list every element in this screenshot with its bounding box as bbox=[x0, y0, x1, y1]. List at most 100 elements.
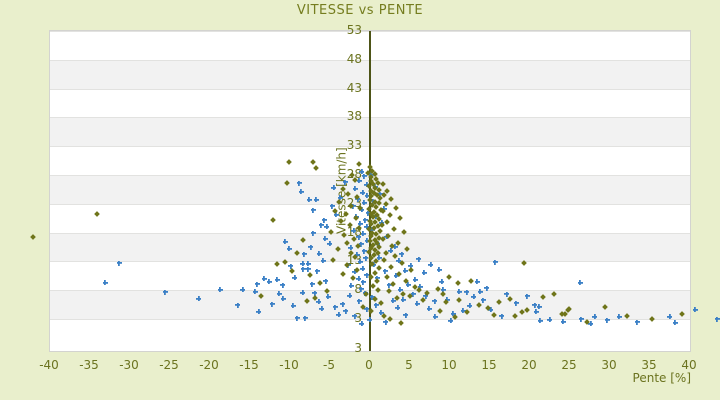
scatter-point bbox=[533, 309, 539, 315]
scatter-point bbox=[266, 279, 272, 285]
scatter-point bbox=[588, 321, 594, 327]
scatter-point bbox=[412, 276, 418, 282]
chart-title: VITESSE vs PENTE bbox=[296, 3, 424, 18]
scatter-point bbox=[346, 221, 353, 228]
scatter-point bbox=[352, 269, 358, 275]
scatter-point bbox=[623, 313, 630, 320]
scatter-point bbox=[362, 217, 368, 223]
scatter-point bbox=[347, 293, 353, 299]
scatter-point bbox=[317, 280, 324, 287]
scatter-point bbox=[305, 261, 311, 267]
scatter-point bbox=[604, 317, 610, 323]
y-tick-label: 33 bbox=[346, 138, 362, 153]
scatter-point bbox=[269, 301, 275, 307]
scatter-point bbox=[303, 298, 310, 305]
scatter-point bbox=[377, 191, 383, 197]
scatter-point bbox=[455, 297, 462, 303]
scatter-point bbox=[492, 259, 498, 265]
scatter-point bbox=[361, 200, 367, 206]
scatter-point bbox=[290, 303, 296, 309]
y-axis-min-label: 3 bbox=[354, 341, 362, 355]
scatter-point bbox=[385, 232, 392, 239]
scatter-point bbox=[578, 316, 584, 322]
x-tick-label: 30 bbox=[601, 358, 617, 372]
x-tick-label: 5 bbox=[405, 358, 413, 372]
scatter-point bbox=[356, 178, 362, 184]
scatter-point bbox=[396, 270, 403, 277]
scatter-point bbox=[116, 260, 122, 266]
scatter-point bbox=[355, 196, 361, 202]
scatter-point bbox=[446, 273, 452, 280]
scatter-point bbox=[374, 275, 380, 281]
scatter-point bbox=[301, 251, 307, 257]
scatter-point bbox=[388, 248, 394, 254]
scatter-point bbox=[602, 304, 608, 310]
scatter-point bbox=[256, 309, 262, 315]
scatter-point bbox=[403, 312, 409, 318]
scatter-point bbox=[332, 304, 338, 310]
scatter-point bbox=[692, 307, 698, 313]
scatter-point bbox=[356, 276, 362, 282]
scatter-point bbox=[162, 289, 168, 295]
scatter-point bbox=[217, 287, 223, 293]
scatter-point bbox=[324, 288, 331, 294]
scatter-point bbox=[402, 268, 408, 274]
scatter-point bbox=[336, 312, 342, 318]
scatter-point bbox=[495, 299, 502, 306]
x-tick-label: 20 bbox=[521, 358, 537, 372]
scatter-point bbox=[334, 246, 341, 253]
scatter-point bbox=[308, 244, 314, 250]
scatter-point bbox=[305, 266, 311, 272]
scatter-point bbox=[381, 256, 388, 263]
x-tick-label: 25 bbox=[561, 358, 577, 372]
scatter-point bbox=[399, 251, 405, 257]
scatter-point bbox=[381, 206, 387, 212]
scatter-point bbox=[270, 217, 276, 223]
scatter-point bbox=[358, 241, 364, 247]
scatter-point bbox=[398, 319, 404, 326]
scatter-point bbox=[421, 269, 427, 275]
scatter-point bbox=[714, 316, 720, 322]
y-tick-label: 8 bbox=[328, 283, 362, 296]
scatter-point bbox=[471, 294, 477, 300]
scatter-point bbox=[386, 288, 392, 294]
scatter-point bbox=[417, 284, 423, 290]
scatter-point bbox=[423, 293, 429, 299]
scatter-point bbox=[327, 241, 333, 247]
scatter-point bbox=[310, 207, 316, 213]
scatter-point bbox=[352, 186, 358, 192]
scatter-point bbox=[376, 255, 382, 261]
scatter-point bbox=[454, 280, 461, 286]
scatter-point bbox=[448, 318, 454, 324]
scatter-point bbox=[320, 258, 326, 264]
scatter-point bbox=[341, 232, 348, 238]
scatter-point bbox=[379, 208, 386, 215]
scatter-point bbox=[360, 189, 366, 195]
scatter-point bbox=[316, 250, 322, 256]
y-tick-label: 3 bbox=[354, 311, 362, 325]
scatter-point bbox=[444, 297, 450, 303]
scatter-point bbox=[282, 259, 288, 265]
scatter-point bbox=[405, 282, 411, 288]
scatter-point bbox=[343, 308, 349, 314]
scatter-point bbox=[286, 159, 292, 166]
scatter-point bbox=[392, 244, 398, 250]
scatter-point bbox=[350, 275, 356, 282]
scatter-point bbox=[288, 263, 294, 269]
scatter-point bbox=[94, 211, 100, 218]
scatter-point bbox=[355, 161, 362, 168]
scatter-point bbox=[252, 289, 258, 294]
scatter-point bbox=[356, 234, 362, 240]
scatter-point bbox=[289, 267, 296, 274]
scatter-point bbox=[292, 275, 298, 281]
scatter-point bbox=[484, 285, 490, 291]
scatter-point bbox=[313, 197, 319, 203]
scatter-point bbox=[414, 301, 420, 307]
scatter-point bbox=[536, 303, 542, 309]
scatter-point bbox=[464, 309, 471, 316]
scatter-point bbox=[327, 228, 334, 235]
scatter-point bbox=[383, 218, 390, 225]
scatter-point bbox=[298, 189, 304, 195]
scatter-point bbox=[361, 173, 367, 179]
scatter-point bbox=[388, 196, 395, 203]
